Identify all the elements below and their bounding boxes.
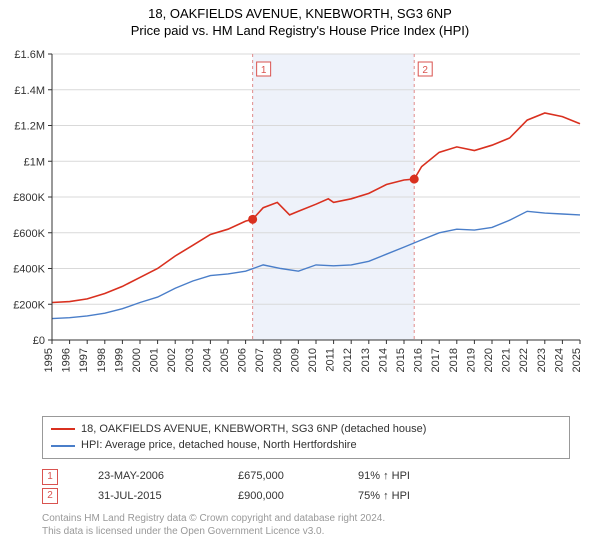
legend-swatch (51, 428, 75, 430)
svg-text:2018: 2018 (448, 348, 460, 372)
svg-text:2: 2 (422, 65, 428, 76)
svg-text:£0: £0 (33, 335, 45, 347)
svg-text:£1.6M: £1.6M (14, 49, 45, 61)
chart-svg: £0 £200K £400K £600K £800K £1M £1.2M £1.4M £1.6M… (0, 40, 600, 410)
svg-text:1995: 1995 (43, 348, 55, 372)
legend-item: HPI: Average price, detached house, Nort… (51, 437, 561, 454)
svg-text:2008: 2008 (272, 348, 284, 372)
chart: £0 £200K £400K £600K £800K £1M £1.2M £1.4M £1.6M… (0, 40, 600, 410)
svg-text:£1.2M: £1.2M (14, 120, 45, 132)
sales-row: 2 31-JUL-2015 £900,000 75% ↑ HPI (42, 487, 570, 507)
svg-text:£1.4M: £1.4M (14, 85, 45, 97)
svg-text:2017: 2017 (430, 348, 442, 372)
svg-text:2010: 2010 (307, 348, 319, 372)
svg-text:2015: 2015 (395, 348, 407, 372)
svg-text:2001: 2001 (149, 348, 161, 372)
svg-text:2016: 2016 (413, 348, 425, 372)
legend-item: 18, OAKFIELDS AVENUE, KNEBWORTH, SG3 6NP… (51, 421, 561, 438)
svg-text:2009: 2009 (289, 348, 301, 372)
svg-text:£400K: £400K (13, 263, 45, 275)
title-main: 18, OAKFIELDS AVENUE, KNEBWORTH, SG3 6NP (0, 6, 600, 23)
svg-text:2007: 2007 (254, 348, 266, 372)
svg-text:2014: 2014 (377, 348, 389, 372)
svg-text:1998: 1998 (96, 348, 108, 372)
legend-label: HPI: Average price, detached house, Nort… (81, 437, 357, 454)
svg-text:£1M: £1M (24, 156, 45, 168)
sale-price: £900,000 (238, 487, 318, 507)
sale-date: 23-MAY-2006 (98, 467, 198, 487)
svg-text:2006: 2006 (237, 348, 249, 372)
svg-text:2013: 2013 (360, 348, 372, 372)
sale-marker-box: 1 (42, 469, 58, 485)
svg-text:2019: 2019 (465, 348, 477, 372)
svg-text:2000: 2000 (131, 348, 143, 372)
svg-text:£800K: £800K (13, 192, 45, 204)
sales-row: 1 23-MAY-2006 £675,000 91% ↑ HPI (42, 467, 570, 487)
title-sub: Price paid vs. HM Land Registry's House … (0, 23, 600, 40)
legend-label: 18, OAKFIELDS AVENUE, KNEBWORTH, SG3 6NP… (81, 421, 426, 438)
footer-line: Contains HM Land Registry data © Crown c… (42, 512, 570, 525)
legend-swatch (51, 445, 75, 447)
footer: Contains HM Land Registry data © Crown c… (42, 512, 570, 538)
svg-text:2011: 2011 (325, 348, 337, 372)
svg-text:2021: 2021 (501, 348, 513, 372)
svg-text:1999: 1999 (113, 348, 125, 372)
footer-line: This data is licensed under the Open Gov… (42, 525, 570, 538)
svg-text:1996: 1996 (61, 348, 73, 372)
svg-text:£200K: £200K (13, 299, 45, 311)
svg-text:£600K: £600K (13, 228, 45, 240)
sales-table: 1 23-MAY-2006 £675,000 91% ↑ HPI 2 31-JU… (42, 467, 570, 507)
svg-text:2003: 2003 (184, 348, 196, 372)
svg-text:2012: 2012 (342, 348, 354, 372)
svg-text:1: 1 (261, 65, 267, 76)
svg-text:2024: 2024 (553, 348, 565, 372)
sale-price: £675,000 (238, 467, 318, 487)
svg-text:1997: 1997 (78, 348, 90, 372)
svg-text:2020: 2020 (483, 348, 495, 372)
svg-text:2005: 2005 (219, 348, 231, 372)
sale-marker-box: 2 (42, 488, 58, 504)
legend: 18, OAKFIELDS AVENUE, KNEBWORTH, SG3 6NP… (42, 416, 570, 459)
svg-text:2025: 2025 (571, 348, 583, 372)
svg-text:2002: 2002 (166, 348, 178, 372)
sale-date: 31-JUL-2015 (98, 487, 198, 507)
svg-text:2004: 2004 (201, 348, 213, 372)
svg-text:2023: 2023 (536, 348, 548, 372)
svg-text:2022: 2022 (518, 348, 530, 372)
title-block: 18, OAKFIELDS AVENUE, KNEBWORTH, SG3 6NP… (0, 0, 600, 40)
sale-hpi: 75% ↑ HPI (358, 487, 448, 507)
sale-hpi: 91% ↑ HPI (358, 467, 448, 487)
